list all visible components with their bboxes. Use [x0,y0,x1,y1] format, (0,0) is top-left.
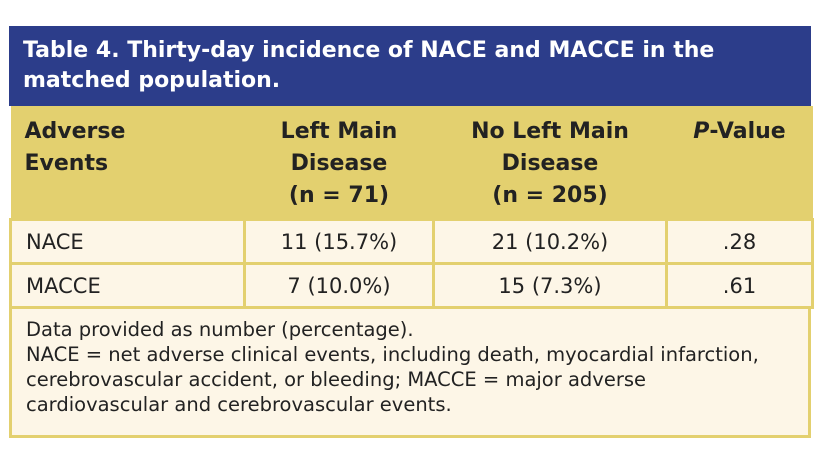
table-row: MACCE 7 (10.0%) 15 (7.3%) .61 [9,262,814,309]
header-adverse-events: Adverse Events [10,106,245,220]
data-table: Adverse Events Left Main Disease (n = 71) N… [9,106,814,309]
header-no-left-main: No Left Main Disease (n = 205) [433,106,667,220]
table-container: Table 4. Thirty-day incidence of NACE an… [9,26,814,438]
cell-p-value: .28 [665,218,814,265]
header-p-value: P-Value [666,106,813,220]
cell-p-value: .61 [665,262,814,309]
cell-left-main: 11 (15.7%) [243,218,435,265]
header-row: Adverse Events Left Main Disease (n = 71) N… [10,106,813,220]
table-title: Table 4. Thirty-day incidence of NACE an… [9,26,811,106]
table-footnote: Data provided as number (percentage). NA… [9,309,811,438]
header-left-main: Left Main Disease (n = 71) [244,106,434,220]
footnote-data-format: Data provided as number (percentage). [26,318,414,341]
cell-left-main: 7 (10.0%) [243,262,435,309]
cell-no-left-main: 21 (10.2%) [432,218,668,265]
cell-event: NACE [9,218,246,265]
cell-no-left-main: 15 (7.3%) [432,262,668,309]
cell-event: MACCE [9,262,246,309]
footnote-abbreviations: NACE = net adverse clinical events, incl… [26,343,759,416]
table-row: NACE 11 (15.7%) 21 (10.2%) .28 [9,218,814,265]
